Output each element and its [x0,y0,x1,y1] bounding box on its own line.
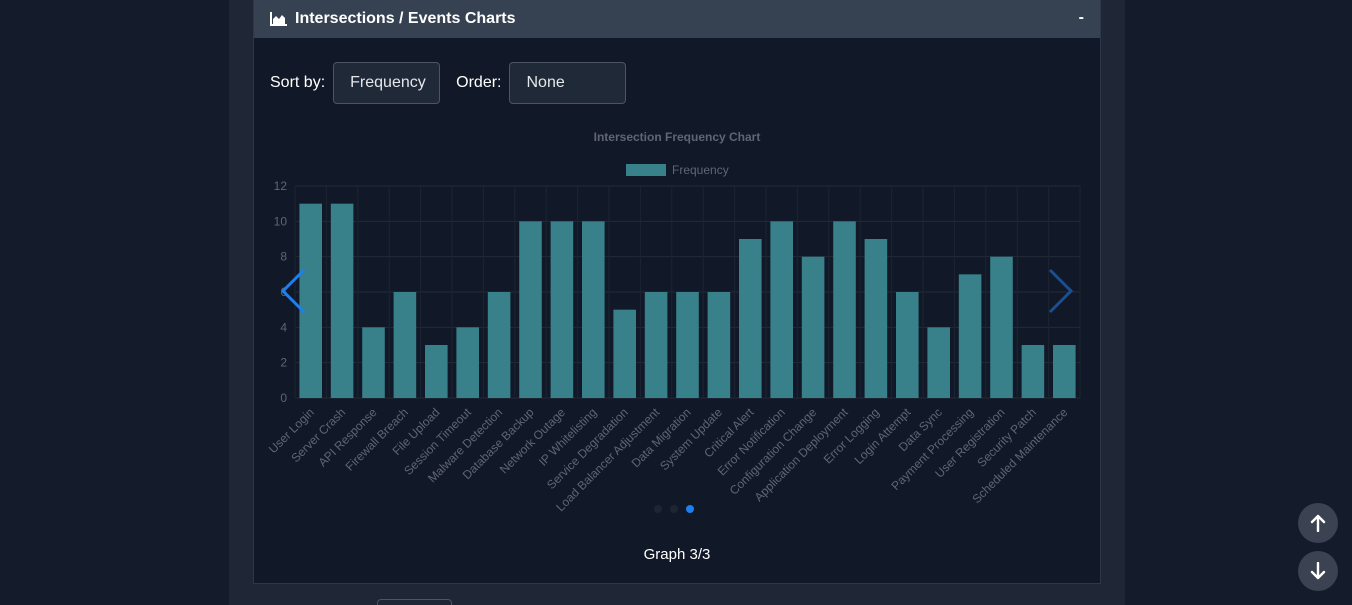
bar [770,221,794,398]
bar [833,221,856,398]
y-tick-label: 0 [280,391,287,405]
bar [613,309,637,398]
bar [1052,345,1076,398]
sort-label: Sort by: [270,74,326,91]
chart-legend[interactable]: Frequency [626,163,729,177]
order-select[interactable]: None [509,62,627,104]
next-chart-arrow-icon[interactable] [1048,268,1074,314]
panel-title: Intersections / Events Charts [295,10,516,27]
chart-pagination-dots [654,505,694,513]
bar [738,239,762,398]
sort-select-value: Frequency [350,74,426,91]
bar [676,292,699,398]
page-dot-3[interactable] [686,505,694,513]
prev-chart-arrow-icon[interactable] [280,268,306,314]
bar [299,203,323,398]
bar [801,256,825,398]
bar [424,345,448,398]
bar [707,292,731,398]
graph-counter: Graph 3/3 [643,546,711,563]
scroll-down-button[interactable] [1298,551,1338,591]
bar [644,292,668,398]
bar [330,203,354,398]
bar [393,292,417,398]
bar [895,292,919,398]
next-panel-control[interactable] [377,599,452,605]
legend-label: Frequency [672,163,729,177]
order-label: Order: [456,74,502,91]
y-tick-label: 8 [280,250,287,264]
y-tick-label: 12 [274,179,288,193]
arrow-up-icon [1310,514,1326,532]
y-tick-label: 2 [280,356,287,370]
bar [990,256,1013,398]
bar [958,274,982,398]
bar [550,221,574,398]
bar [456,327,480,398]
charts-panel: Intersections / Events Charts - Sort by:… [253,0,1101,584]
bars [299,203,1076,398]
bar [487,292,511,398]
bar [864,239,888,398]
legend-swatch [626,164,666,176]
bar [927,327,951,398]
sort-select[interactable]: Frequency [333,62,441,104]
bar [1021,345,1045,398]
arrow-down-icon [1310,562,1326,580]
bar [581,221,605,398]
y-tick-label: 4 [280,320,287,334]
order-select-value: None [526,74,565,91]
scroll-up-button[interactable] [1298,503,1338,543]
chart-controls: Sort by: Frequency Order: None [270,62,627,104]
collapse-button[interactable]: - [1078,9,1084,26]
page-dot-1[interactable] [654,505,662,513]
page-dot-2[interactable] [670,505,678,513]
chart-title: Intersection Frequency Chart [594,130,761,144]
bar-chart: Intersection Frequency Chart Frequency 0… [266,130,1081,514]
bar [519,221,542,398]
bar [362,327,385,398]
panel-header[interactable]: Intersections / Events Charts - [254,0,1100,38]
y-tick-label: 10 [274,214,288,228]
chart-area-icon [270,12,287,26]
